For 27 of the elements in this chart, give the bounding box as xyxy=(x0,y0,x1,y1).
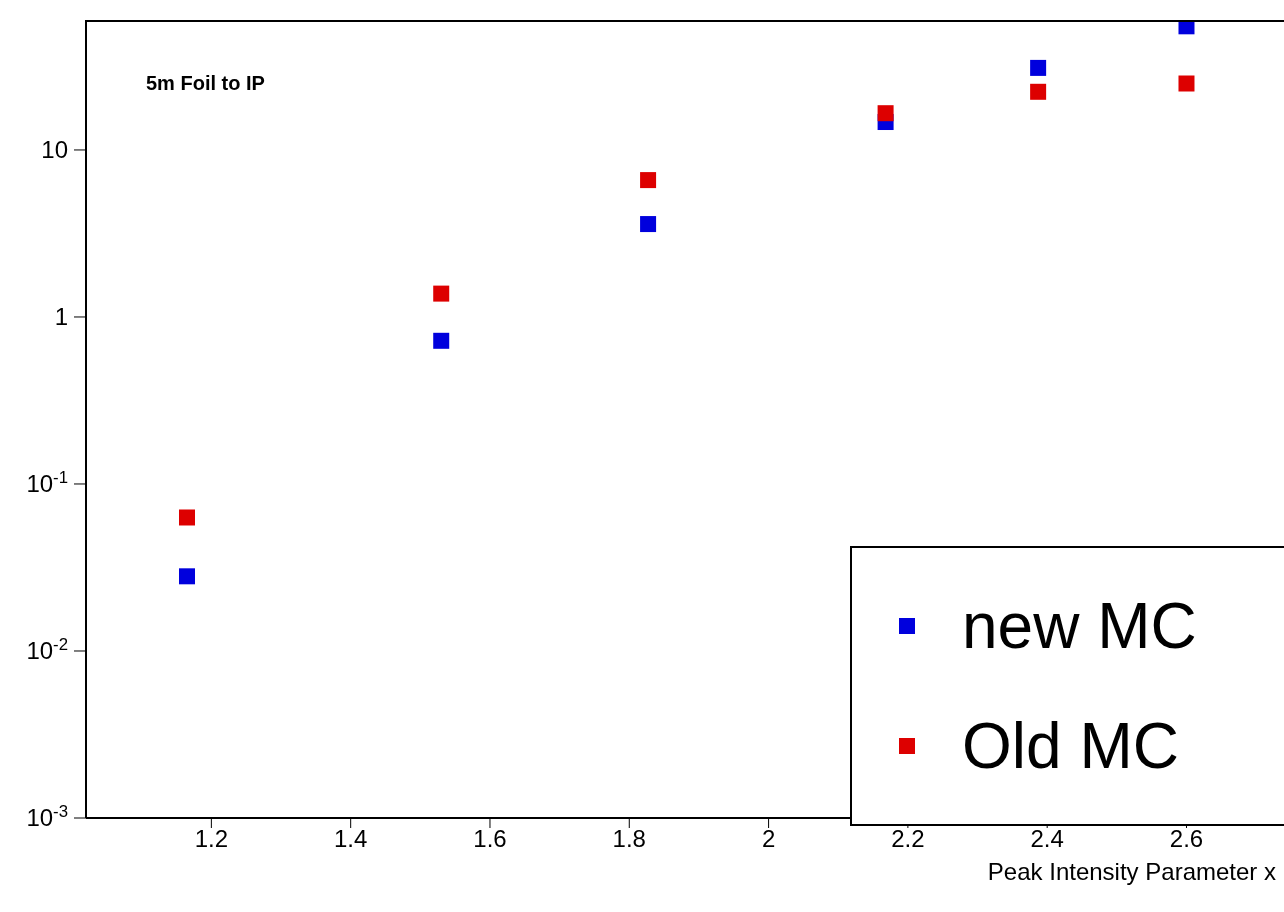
point xyxy=(178,568,195,585)
point xyxy=(178,509,195,526)
x-tick-label: 1.4 xyxy=(333,825,368,853)
x-tick-label: 2.4 xyxy=(1030,825,1064,853)
point xyxy=(1030,83,1047,100)
point xyxy=(640,172,657,189)
x-tick-label: 2.6 xyxy=(1169,825,1204,853)
x-tick-label: 1.8 xyxy=(612,825,646,853)
point xyxy=(433,332,450,349)
point xyxy=(1030,59,1047,76)
point xyxy=(433,285,450,302)
x-tick-label: 2.2 xyxy=(891,825,925,853)
legend-label: new MC xyxy=(962,589,1197,663)
y-tick-label: 10$^{-3}$ xyxy=(26,801,68,831)
point xyxy=(640,216,657,233)
y-tick-label: 10$^{-2}$ xyxy=(26,634,68,664)
x-tick-label: 1.6 xyxy=(473,825,507,853)
x-tick-label: 1.2 xyxy=(194,825,229,853)
point xyxy=(877,105,894,122)
text: 5m Foil to IP xyxy=(146,72,265,95)
legend-label: Old MC xyxy=(962,709,1179,783)
y-tick-label: 1 xyxy=(54,302,68,330)
y-tick-label: 10 xyxy=(41,135,68,163)
point xyxy=(1178,75,1195,92)
x-axis-title: Peak Intensity Parameter x xyxy=(987,858,1276,885)
x-tick-label: 2 xyxy=(761,825,776,853)
y-tick-label: 10$^{-1}$ xyxy=(26,467,68,497)
